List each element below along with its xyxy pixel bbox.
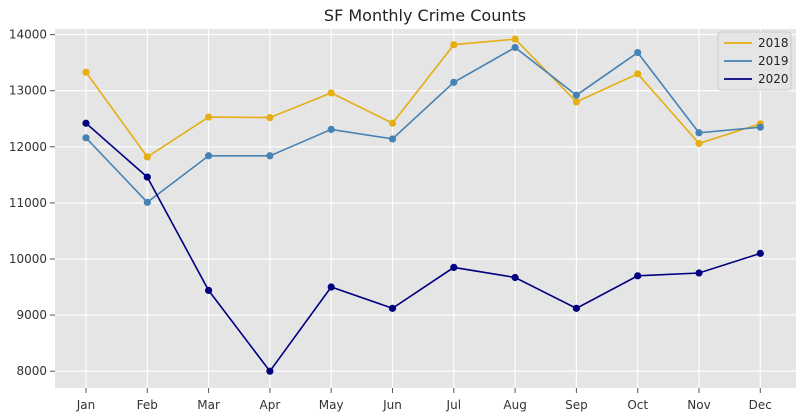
data-point-2019-Jun <box>388 135 397 143</box>
y-tick-label: 9000 <box>16 308 47 322</box>
x-tick-label: Jan <box>76 398 96 412</box>
grid-lines <box>55 29 796 388</box>
data-point-2018-Oct <box>634 70 642 78</box>
x-axis-ticks: Jan Feb Mar Apr May Jun Jul Aug Sep Oct Nov Dec <box>76 388 772 412</box>
x-tick-label: Dec <box>749 398 772 412</box>
data-point-2019-Sep <box>572 91 581 99</box>
y-tick-label: 14000 <box>9 28 47 42</box>
series-lines <box>82 35 764 375</box>
series-line-2019 <box>85 46 761 204</box>
data-point-2019-Dec <box>756 123 764 131</box>
data-point-2020-Sep <box>572 304 581 312</box>
data-point-2020-May <box>327 283 335 291</box>
data-point-2019-Oct <box>634 48 642 57</box>
y-tick-label: 13000 <box>9 84 47 98</box>
data-point-2018-Feb <box>143 153 151 161</box>
data-point-2019-Feb <box>143 198 151 206</box>
plot-area <box>55 29 796 388</box>
data-point-2019-Mar <box>205 152 213 160</box>
x-tick-label: Sep <box>565 398 588 412</box>
data-point-2020-Aug <box>511 273 519 282</box>
series-line-2020 <box>85 122 761 373</box>
x-tick-label: Mar <box>197 398 220 412</box>
x-tick-label: Nov <box>687 398 710 412</box>
y-tick-label: 11000 <box>9 196 47 210</box>
data-point-2018-Aug <box>511 35 519 43</box>
legend-label-2018: 2018 <box>758 36 789 50</box>
x-tick-label: Jul <box>446 398 461 412</box>
y-tick-label: 10000 <box>9 252 47 266</box>
y-tick-label: 12000 <box>9 140 47 154</box>
data-point-2019-Jan <box>82 134 90 142</box>
data-point-2020-Jan <box>82 119 90 127</box>
data-point-2018-Sep <box>572 98 581 106</box>
data-point-2018-Jul <box>450 41 458 49</box>
data-point-2020-Apr <box>266 367 274 375</box>
data-point-2018-Jan <box>82 68 90 76</box>
y-axis-ticks: 8000 9000 10000 11000 12000 13000 14000 <box>9 28 55 378</box>
data-point-2020-Mar <box>205 286 213 294</box>
data-point-2018-Jun <box>388 119 397 127</box>
data-point-2020-Feb <box>143 173 151 181</box>
data-point-2018-Apr <box>266 114 274 122</box>
data-point-2018-May <box>327 89 335 97</box>
legend-label-2019: 2019 <box>758 54 789 68</box>
legend-label-2020: 2020 <box>758 72 789 86</box>
data-point-2020-Jul <box>450 263 458 271</box>
chart-title: SF Monthly Crime Counts <box>324 6 526 25</box>
series-line-2018 <box>85 38 761 158</box>
y-tick-label: 8000 <box>16 364 47 378</box>
x-tick-label: Jun <box>382 398 402 412</box>
data-point-2019-Apr <box>266 152 274 160</box>
legend: 2018 2019 2020 <box>717 31 792 91</box>
data-point-2020-Dec <box>756 249 764 257</box>
data-point-2018-Nov <box>695 139 703 148</box>
x-tick-label: May <box>319 398 344 412</box>
x-tick-label: Aug <box>503 398 526 412</box>
data-point-2020-Nov <box>695 269 703 277</box>
data-point-2019-May <box>327 125 335 134</box>
x-tick-label: Oct <box>627 398 648 412</box>
data-point-2020-Oct <box>634 272 642 280</box>
data-point-2018-Mar <box>205 113 213 121</box>
data-point-2019-Aug <box>511 43 519 52</box>
legend-box <box>717 31 792 91</box>
x-tick-label: Apr <box>260 398 281 412</box>
x-tick-label: Feb <box>137 398 158 412</box>
data-point-2019-Jul <box>450 78 458 86</box>
data-point-2020-Jun <box>388 304 397 312</box>
data-point-2019-Nov <box>695 129 703 137</box>
